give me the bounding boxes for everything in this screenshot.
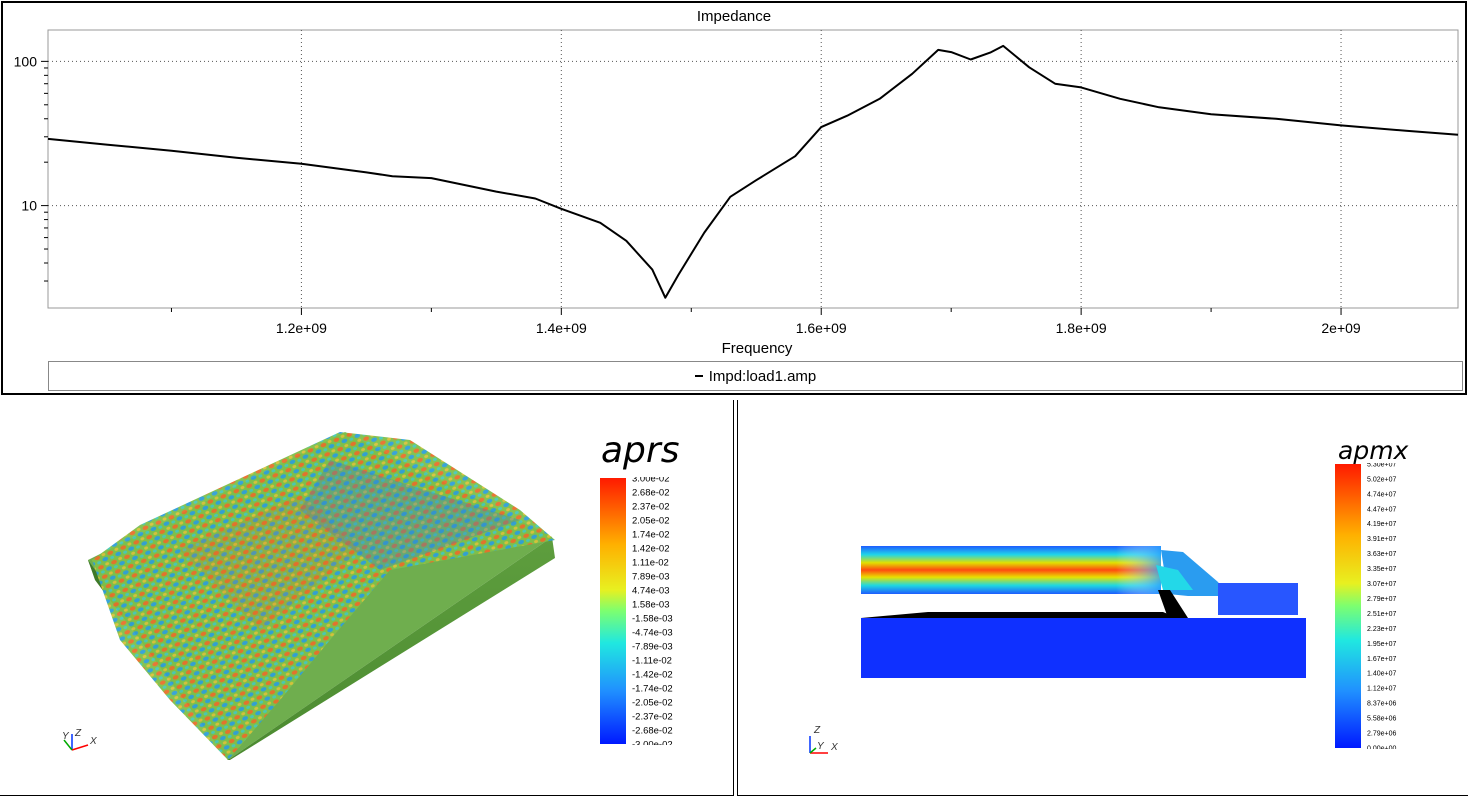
plot-area [47,29,1459,309]
colorbar-tick-label: -1.58e-03 [632,613,673,624]
colorbar-gradient [1335,464,1361,748]
colorbar-gradient [600,478,626,744]
colorbar-tick-label: 5.30e+07 [1367,463,1396,468]
colorbar-tick-label: -2.37e-02 [632,711,673,722]
apmx-3d-view[interactable]: X Y Z apmx 5.30e+07 5.02e+07 4.74e+07 4.47e… [737,400,1468,796]
x-axis-label: Frequency [721,340,793,357]
colorbar-tick-label: 1.12e+07 [1367,686,1396,693]
x-tick-label: 2e+09 [1321,320,1361,336]
axes-triad-right: X Y Z [809,725,838,754]
axis-z-label: Z [74,728,82,739]
apmx-colorbar: 5.30e+07 5.02e+07 4.74e+07 4.47e+07 4.19e+07… [1335,461,1415,752]
axis-x-label: X [830,742,838,753]
colorbar-tick-label: 1.67e+07 [1367,656,1396,663]
strip-step [1218,583,1298,615]
colorbar-title: aprs [601,430,680,471]
colorbar-tick-label: 2.79e+06 [1367,731,1396,738]
colorbar-tick-label: 1.11e-02 [632,557,669,568]
colorbar-tick-label: 2.79e+07 [1367,596,1396,603]
colorbar-svg: 5.30e+07 5.02e+07 4.74e+07 4.47e+07 4.19e+07… [1335,461,1396,752]
colorbar-tick-label: 8.37e+06 [1367,701,1396,708]
aprs-field-render: X Y Z [62,432,555,760]
colorbar-tick-label: -4.74e-03 [632,627,673,638]
x-tick-label: 1.4e+09 [536,320,587,336]
colorbar-tick-label: 2.05e-02 [632,515,670,526]
colorbar-tick-label: 2.51e+07 [1367,611,1396,618]
via [1158,590,1188,618]
colorbar-tick-label: 2.68e-02 [632,487,670,498]
colorbar-tick-label: -1.11e-02 [632,655,672,666]
axis-y-label: Y [62,731,70,742]
colorbar-tick-label: 0.00e+00 [1367,745,1396,749]
colorbar-tick-label: 7.89e-03 [632,571,670,582]
x-tick-label: 1.6e+09 [796,320,847,336]
colorbar-tick-label: 4.74e-03 [632,585,670,596]
colorbar-tick-label: 1.95e+07 [1367,641,1396,648]
colorbar-tick-label: 3.35e+07 [1367,566,1396,573]
colorbar-tick-label: 3.07e+07 [1367,581,1396,588]
colorbar-tick-label: 2.23e+07 [1367,626,1396,633]
ground-slab [861,618,1306,678]
colorbar-tick-label: -1.74e-02 [632,683,673,694]
colorbar-tick-label: 1.74e-02 [632,529,670,540]
series-line [47,44,1459,299]
legend[interactable]: Impd:load1.amp [48,361,1463,391]
x-tick-label: 1.8e+09 [1056,320,1107,336]
impedance-plot-panel: Impedance 1.2e+09 1.4e+09 1.6e+09 1.8e+09 2e… [1,1,1467,395]
axis-y-label: Y [817,741,825,752]
colorbar-tick-label: 3.63e+07 [1367,551,1396,558]
y-tick-label: 10 [21,198,37,214]
colorbar-tick-label: -2.68e-02 [632,725,673,736]
y-tick-label: 100 [14,53,38,69]
colorbar-tick-label: 5.02e+07 [1367,476,1396,483]
colorbar-tick-label: 1.58e-03 [632,599,670,610]
colorbar-title: apmx [1338,436,1409,465]
x-tick-label: 1.2e+09 [276,320,327,336]
colorbar-tick-label: -7.89e-03 [632,641,673,652]
colorbar-tick-label: 5.58e+06 [1367,716,1396,723]
colorbar-tick-label: -2.05e-02 [632,697,673,708]
aprs-3d-view[interactable]: X Y Z aprs 3.00e-02 2.68e-02 2.37e-02 2.05e… [0,400,734,796]
colorbar-tick-label: 4.74e+07 [1367,491,1396,498]
legend-entry: Impd:load1.amp [708,367,817,385]
axis-z-label: Z [813,725,821,736]
colorbar-tick-label: 1.42e-02 [632,543,670,554]
colorbar-tick-label: 4.47e+07 [1367,506,1396,513]
colorbar-tick-label: -3.00e-02 [632,739,673,745]
patch-field [92,432,555,760]
colorbar-tick-label: 2.37e-02 [632,501,670,512]
substrate-side [228,537,555,760]
colorbar-tick-label: 4.19e+07 [1367,521,1396,528]
colorbar-tick-label: 1.40e+07 [1367,671,1396,678]
aprs-colorbar: 3.00e-02 2.68e-02 2.37e-02 2.05e-02 1.74e-02… [600,473,680,750]
axis-x-label: X [89,736,97,747]
colorbar-svg: 3.00e-02 2.68e-02 2.37e-02 2.05e-02 1.74e-02… [600,473,673,750]
colorbar-tick-label: 3.00e-02 [632,477,670,484]
legend-swatch [694,375,703,377]
impedance-chart[interactable]: 1.2e+09 1.4e+09 1.6e+09 1.8e+09 2e+09 10 100 [3,3,1465,359]
plot-title: Impedance [696,8,772,25]
axes-triad: X Y Z [62,728,97,751]
colorbar-tick-label: -1.42e-02 [632,669,673,680]
apmx-field-render: X Y Z [809,546,1306,754]
colorbar-tick-label: 3.91e+07 [1367,536,1396,543]
